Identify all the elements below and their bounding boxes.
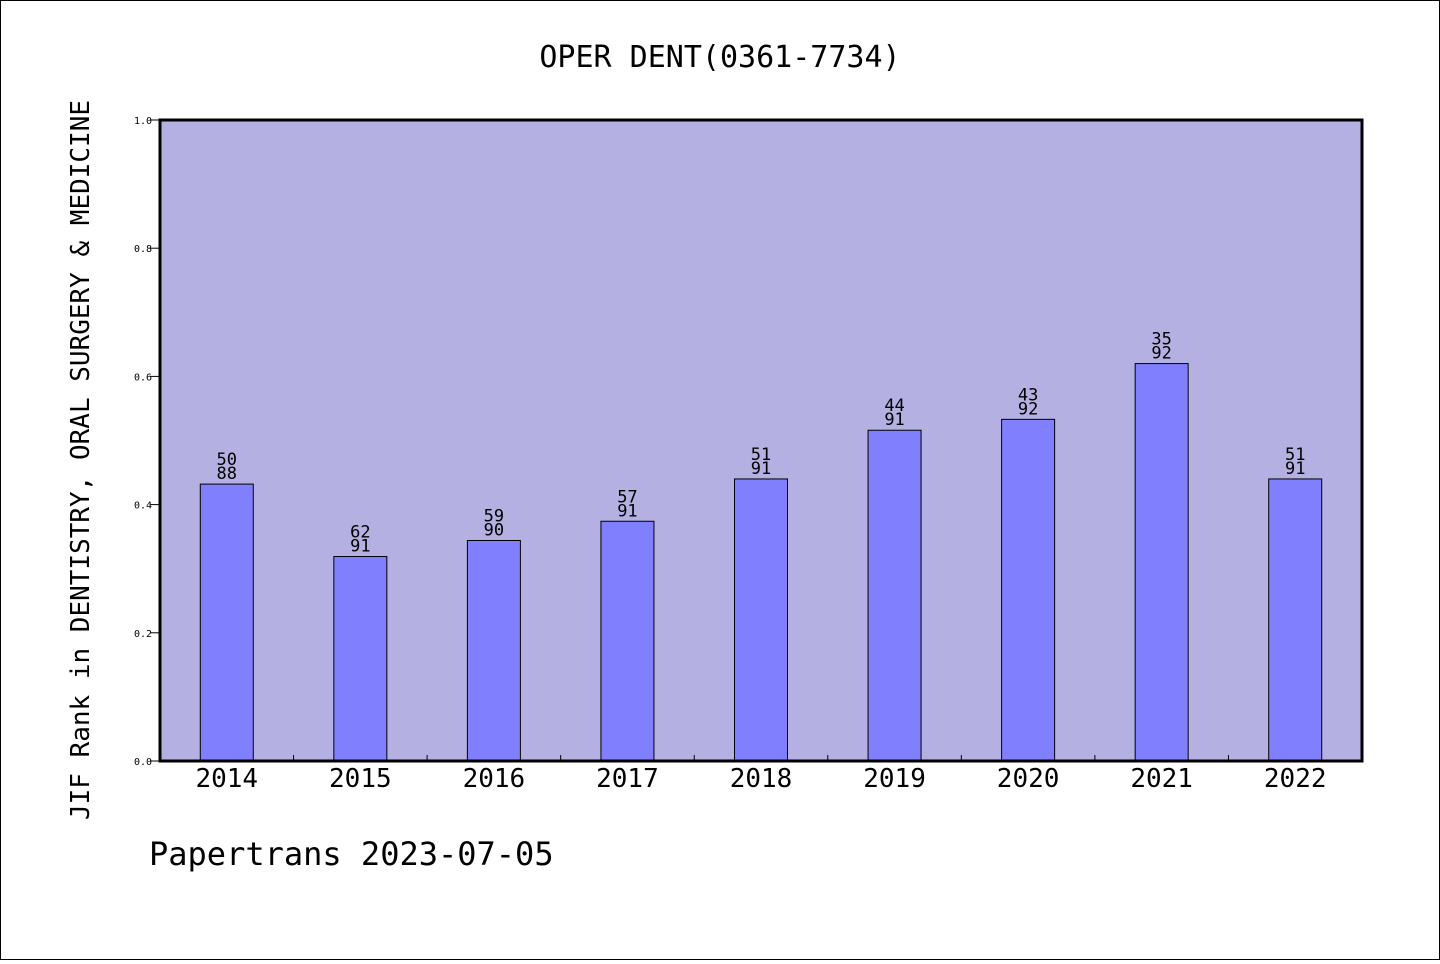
bar-2015 — [333, 556, 388, 762]
rank-label-2019: 44 — [884, 396, 904, 416]
y-axis-label: JIF Rank in DENTISTRY, ORAL SURGERY & ME… — [66, 100, 96, 820]
rank-label-2015: 62 — [350, 523, 370, 543]
bar-2014 — [199, 483, 254, 762]
rank-label-2017: 57 — [617, 487, 637, 507]
bar-2020 — [1001, 418, 1056, 762]
bar-2018 — [734, 478, 788, 762]
rank-label-2014: 50 — [217, 450, 237, 470]
x-tick-label-2014: 2014 — [195, 764, 258, 794]
y-tick-label-0.4: 0.4 — [134, 501, 152, 512]
total-label-2018: 91 — [751, 459, 771, 479]
total-label-2019: 91 — [884, 410, 904, 430]
bar-2019 — [867, 429, 922, 762]
total-label-2020: 92 — [1018, 399, 1038, 419]
total-label-2015: 91 — [350, 537, 370, 557]
y-tick-label-0.8: 0.8 — [134, 244, 152, 255]
rank-label-2020: 43 — [1018, 385, 1038, 405]
rank-label-2016: 59 — [484, 506, 504, 526]
total-label-2022: 91 — [1285, 459, 1305, 479]
x-tick-label-2016: 2016 — [463, 764, 526, 794]
y-tick-label-1.0: 1.0 — [134, 116, 152, 127]
total-label-2016: 90 — [484, 520, 504, 540]
x-axis: 2014 2015 2016 2017 2018 2019 2020 2021 2022 — [195, 755, 1327, 794]
bar-2017 — [600, 520, 655, 762]
x-tick-label-2021: 2021 — [1130, 764, 1193, 794]
y-tick-label-0.6: 0.6 — [134, 372, 152, 383]
chart-title: OPER DENT(0361-7734) — [539, 40, 900, 75]
bar-2022 — [1268, 478, 1323, 762]
rank-label-2022: 51 — [1285, 445, 1305, 465]
total-label-2021: 92 — [1151, 344, 1171, 364]
rank-label-2021: 35 — [1151, 330, 1171, 350]
x-tick-label-2015: 2015 — [329, 764, 392, 794]
y-tick-label-0.2: 0.2 — [134, 629, 152, 640]
rank-label-2018: 51 — [751, 445, 771, 465]
total-label-2014: 88 — [217, 464, 237, 484]
x-tick-label-2019: 2019 — [863, 764, 926, 794]
x-tick-label-2018: 2018 — [730, 764, 793, 794]
total-label-2017: 91 — [617, 501, 637, 521]
bar-2016 — [466, 539, 521, 762]
footer-text: Papertrans 2023-07-05 — [149, 835, 554, 873]
y-axis: 0.0 0.2 0.4 0.6 0.8 1.0 — [134, 116, 160, 768]
bar-2021 — [1134, 363, 1189, 762]
y-tick-label-0.0: 0.0 — [134, 757, 152, 768]
plot-border — [158, 118, 1364, 763]
x-tick-label-2022: 2022 — [1264, 764, 1327, 794]
x-tick-label-2020: 2020 — [997, 764, 1060, 794]
x-tick-label-2017: 2017 — [596, 764, 659, 794]
